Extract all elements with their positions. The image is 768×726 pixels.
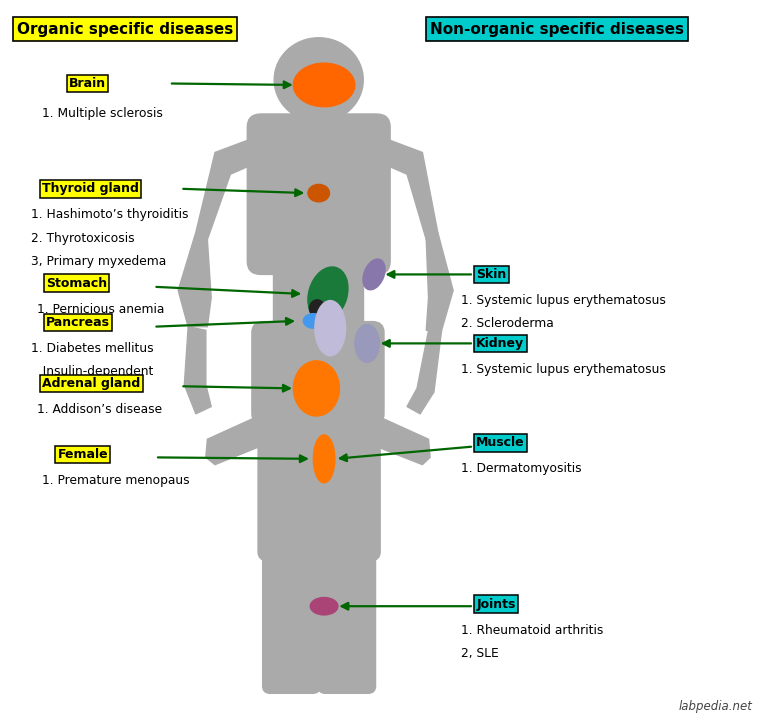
Ellipse shape: [310, 597, 338, 615]
Text: Thyroid gland: Thyroid gland: [42, 182, 139, 195]
Polygon shape: [407, 330, 442, 414]
Text: Organic specific diseases: Organic specific diseases: [17, 22, 233, 36]
Text: Pancreas: Pancreas: [46, 316, 110, 329]
Polygon shape: [206, 414, 430, 465]
Text: Adrenal gland: Adrenal gland: [42, 377, 141, 390]
Text: 1. Systemic lupus erythematosus: 1. Systemic lupus erythematosus: [461, 294, 666, 307]
Ellipse shape: [293, 63, 355, 107]
Polygon shape: [184, 327, 211, 414]
Ellipse shape: [308, 267, 348, 321]
Text: 1. Diabetes mellitus: 1. Diabetes mellitus: [31, 342, 154, 355]
Ellipse shape: [293, 361, 339, 416]
Text: 3, Primary myxedema: 3, Primary myxedema: [31, 255, 166, 268]
Text: Kidney: Kidney: [476, 337, 525, 350]
FancyBboxPatch shape: [258, 431, 325, 560]
Text: Insulin-dependent: Insulin-dependent: [31, 365, 153, 378]
Text: 1. Dermatomyositis: 1. Dermatomyositis: [461, 462, 581, 476]
Polygon shape: [374, 134, 438, 240]
Text: 1. Multiple sclerosis: 1. Multiple sclerosis: [42, 107, 163, 120]
Text: Stomach: Stomach: [46, 277, 108, 290]
FancyBboxPatch shape: [313, 431, 380, 560]
Text: Brain: Brain: [69, 77, 106, 90]
FancyBboxPatch shape: [307, 102, 330, 131]
Text: 1. Pernicious anemia: 1. Pernicious anemia: [37, 303, 164, 316]
Text: Joints: Joints: [476, 597, 515, 611]
Text: 2. Thyrotoxicosis: 2. Thyrotoxicosis: [31, 232, 134, 245]
Ellipse shape: [308, 184, 329, 202]
Text: 1. Hashimoto’s thyroiditis: 1. Hashimoto’s thyroiditis: [31, 208, 188, 221]
Ellipse shape: [313, 435, 335, 483]
Circle shape: [274, 38, 363, 122]
FancyBboxPatch shape: [247, 114, 390, 274]
FancyBboxPatch shape: [263, 542, 320, 693]
Text: 2. Scleroderma: 2. Scleroderma: [461, 317, 554, 330]
Polygon shape: [178, 232, 211, 327]
Text: Muscle: Muscle: [476, 436, 525, 449]
Text: 1. Systemic lupus erythematosus: 1. Systemic lupus erythematosus: [461, 363, 666, 376]
FancyBboxPatch shape: [318, 542, 376, 693]
Ellipse shape: [355, 325, 379, 362]
Ellipse shape: [303, 314, 323, 328]
Text: Skin: Skin: [476, 268, 506, 281]
Ellipse shape: [310, 300, 325, 317]
Text: 1. Premature menopaus: 1. Premature menopaus: [42, 474, 190, 487]
Polygon shape: [196, 134, 263, 240]
Text: 1. Rheumatoid arthritis: 1. Rheumatoid arthritis: [461, 624, 603, 637]
Ellipse shape: [315, 301, 346, 356]
Text: 1. Addison’s disease: 1. Addison’s disease: [37, 403, 162, 416]
Ellipse shape: [363, 259, 385, 290]
Text: 2, SLE: 2, SLE: [461, 647, 498, 660]
Text: Female: Female: [58, 448, 108, 461]
FancyBboxPatch shape: [273, 254, 363, 341]
FancyBboxPatch shape: [252, 322, 384, 425]
Polygon shape: [426, 232, 453, 330]
Text: Non-organic specific diseases: Non-organic specific diseases: [430, 22, 684, 36]
Text: labpedia.net: labpedia.net: [679, 700, 753, 713]
